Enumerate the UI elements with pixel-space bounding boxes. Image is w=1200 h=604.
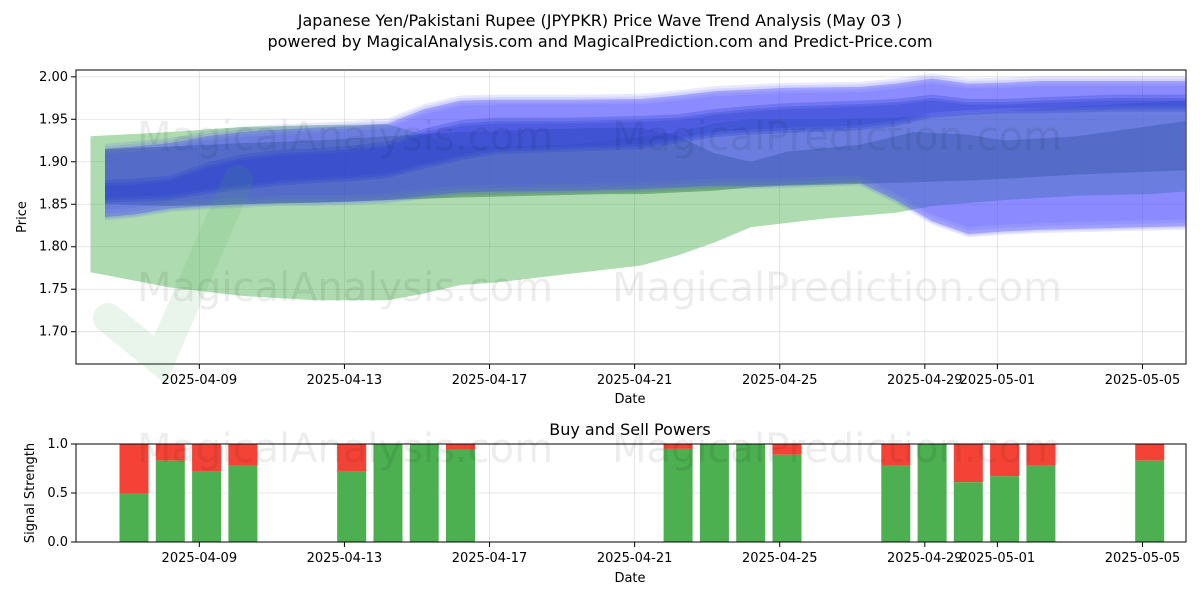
buy-power-bar [699, 444, 729, 542]
price-watermarks: MagicalAnalysis.com MagicalPrediction.co… [93, 114, 1062, 385]
sell-power-bar [990, 444, 1020, 477]
price-axes-frame [75, 69, 1187, 365]
buy-power-bar [228, 465, 258, 542]
sell-power-bar [1026, 444, 1056, 466]
signal-y-tick-label: 0.0 [47, 535, 68, 550]
signal-x-axis-label: Date [614, 571, 645, 586]
price-y-tick-label: 1.90 [39, 155, 68, 170]
price-x-tick-label: 2025-04-21 [597, 373, 673, 388]
sell-power-bar [772, 444, 802, 455]
sell-power-bar [663, 444, 693, 449]
signal-watermarks: MagicalAnalysis.com MagicalPrediction.co… [137, 426, 1062, 472]
price-y-tick-label: 1.85 [39, 197, 68, 212]
price-band-blue-layer [105, 83, 1186, 228]
watermark-text: MagicalAnalysis.com [137, 114, 553, 160]
signal-title: Buy and Sell Powers [549, 420, 711, 439]
price-x-tick-label: 2025-04-09 [162, 373, 238, 388]
buy-power-bar [1135, 460, 1165, 542]
price-x-tick-label: 2025-04-17 [452, 373, 528, 388]
signal-x-tick-label: 2025-04-17 [452, 551, 528, 566]
price-y-tick-label: 1.70 [39, 325, 68, 340]
price-x-tick-label: 2025-05-05 [1105, 373, 1181, 388]
sell-power-bar [953, 444, 983, 483]
sell-power-bar [192, 444, 222, 472]
price-axes: 1.70 1.75 1.80 1.85 1.90 1.95 2.00 2025-04-09 20… [39, 70, 1180, 388]
chart-title: Japanese Yen/Pakistani Rupee (JPYPKR) Pr… [297, 11, 902, 30]
buy-power-bar [881, 465, 911, 542]
buy-power-bar [917, 444, 947, 542]
price-band-blue-layer [105, 78, 1186, 234]
watermark-text: MagicalPrediction.com [612, 114, 1062, 160]
watermark-text: MagicalAnalysis.com [137, 426, 553, 472]
signal-x-tick-label: 2025-04-13 [307, 551, 383, 566]
signal-x-tick-label: 2025-04-29 [887, 551, 963, 566]
price-x-tick-label: 2025-05-01 [960, 373, 1036, 388]
sell-power-bar [1135, 444, 1165, 461]
price-x-tick-label: 2025-04-25 [742, 373, 818, 388]
chart-subtitle: powered by MagicalAnalysis.com and Magic… [267, 32, 932, 51]
signal-x-tick-label: 2025-05-01 [960, 551, 1036, 566]
signal-axes: 0.0 0.5 1.0 2025-04-09 2025-04-13 2025-04-17 2… [47, 437, 1180, 566]
buy-power-bar [736, 444, 766, 542]
signal-bars [119, 444, 1165, 542]
price-band-blue-layer [105, 75, 1186, 236]
price-x-tick-label: 2025-04-29 [887, 373, 963, 388]
buy-power-bar [1026, 465, 1056, 542]
price-y-tick-label: 1.75 [39, 282, 68, 297]
price-gridlines [76, 70, 1186, 364]
signal-x-tick-label: 2025-04-09 [162, 551, 238, 566]
sell-power-bar [881, 444, 911, 466]
signal-x-tick-label: 2025-05-05 [1105, 551, 1181, 566]
sell-power-bar [337, 444, 367, 472]
buy-power-bar [990, 476, 1020, 542]
buy-power-bar [337, 471, 367, 542]
watermark-text: MagicalPrediction.com [612, 265, 1062, 311]
signal-x-tick-label: 2025-04-21 [597, 551, 673, 566]
buy-power-bar [663, 448, 693, 542]
price-panel: MagicalAnalysis.com MagicalPrediction.co… [15, 69, 1187, 407]
signal-y-tick-label: 1.0 [47, 437, 68, 452]
buy-power-bar [119, 493, 149, 542]
buy-power-bar [953, 482, 983, 542]
price-y-tick-label: 1.80 [39, 240, 68, 255]
signal-x-tick-label: 2025-04-25 [742, 551, 818, 566]
price-band-blue-layer [105, 73, 1186, 238]
watermark-text: MagicalPrediction.com [612, 426, 1062, 472]
price-x-axis-label: Date [614, 392, 645, 407]
price-x-tick-label: 2025-04-13 [307, 373, 383, 388]
signal-y-axis-label: Signal Strength [23, 443, 38, 543]
price-band-blue [105, 78, 1186, 234]
sell-power-bar [228, 444, 258, 466]
price-bands [90, 73, 1186, 301]
price-y-axis-label: Price [15, 201, 30, 233]
price-band-green-dark [105, 121, 1186, 206]
price-band-green-wide [90, 100, 1186, 301]
buy-power-bar [155, 460, 185, 542]
signal-panel: Buy and Sell Powers MagicalAnalysis.com … [23, 420, 1187, 586]
price-y-tick-label: 1.95 [39, 112, 68, 127]
buy-power-bar [409, 444, 439, 542]
buy-power-bar [446, 449, 475, 542]
price-trend-blue-layer [105, 98, 1186, 200]
buy-power-bar [192, 471, 222, 542]
price-y-tick-label: 2.00 [39, 70, 68, 85]
signal-y-tick-label: 0.5 [47, 486, 68, 501]
sell-power-bar [446, 444, 475, 450]
price-trend-blue-layer [105, 100, 1186, 198]
price-band-blue-layer [105, 81, 1186, 231]
price-trend-blue-layer [105, 94, 1186, 203]
sell-power-bar [119, 444, 149, 493]
buy-power-bar [772, 454, 802, 542]
buy-power-bar [373, 444, 403, 542]
watermark-text: MagicalAnalysis.com [137, 265, 553, 311]
sell-power-bar [155, 444, 185, 461]
watermark-checkmark-icon [93, 165, 253, 385]
